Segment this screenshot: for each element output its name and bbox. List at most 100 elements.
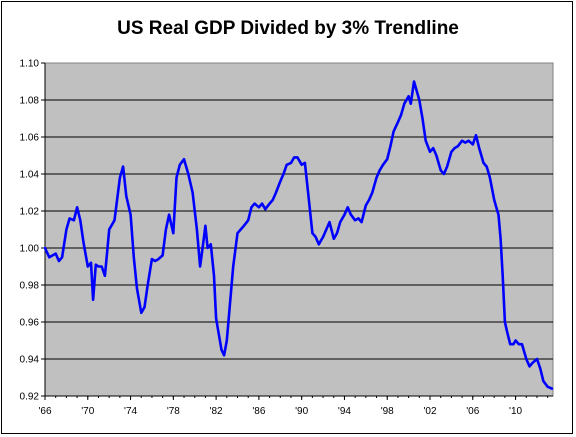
data-point — [478, 147, 481, 149]
data-point — [282, 173, 285, 175]
data-point — [183, 158, 185, 160]
tick-labels: 0.92 0.94 0.96 0.98 1.00 1.02 1.04 1.06 1.08 1.10… — [20, 59, 523, 418]
data-point — [73, 219, 75, 222]
axes — [41, 62, 553, 400]
data-point — [528, 365, 531, 368]
data-point — [168, 213, 170, 216]
data-point — [199, 265, 201, 268]
data-point — [275, 191, 277, 194]
y-tick-label: 0.94 — [20, 355, 40, 366]
data-point — [472, 143, 474, 146]
data-point — [506, 330, 508, 333]
data-point — [407, 95, 410, 98]
data-point — [482, 162, 485, 164]
data-point — [446, 165, 448, 168]
x-tick-label: '86 — [252, 406, 265, 417]
data-point — [365, 204, 367, 207]
data-point — [54, 252, 57, 255]
data-point — [536, 358, 538, 360]
x-tick-label: '06 — [466, 406, 479, 417]
data-point — [119, 176, 121, 179]
data-point — [328, 221, 331, 223]
data-point — [504, 321, 506, 323]
data-point — [514, 339, 517, 342]
data-point — [467, 139, 470, 142]
data-point — [413, 80, 415, 83]
data-point — [206, 247, 209, 249]
y-tick-label: 0.96 — [20, 318, 40, 329]
data-point — [418, 99, 421, 101]
data-point — [136, 287, 138, 290]
x-tick-label: '90 — [295, 406, 308, 417]
data-point — [461, 139, 463, 142]
data-point — [48, 256, 51, 259]
data-point — [489, 176, 491, 179]
data-point — [368, 199, 370, 201]
data-point — [518, 343, 520, 346]
data-point — [202, 241, 205, 244]
data-point — [253, 202, 256, 205]
data-point — [143, 306, 146, 309]
data-point — [509, 343, 512, 346]
data-point — [343, 213, 346, 216]
data-point — [386, 158, 389, 160]
data-point — [76, 206, 78, 209]
data-point — [333, 238, 335, 240]
data-point — [354, 219, 356, 222]
x-tick-label: '98 — [381, 406, 394, 417]
data-point — [521, 343, 523, 346]
data-point — [100, 265, 103, 268]
data-point — [525, 358, 528, 360]
data-point — [432, 147, 435, 149]
data-point — [512, 343, 515, 346]
data-point — [133, 256, 135, 259]
data-point — [108, 228, 110, 231]
data-point — [220, 349, 223, 351]
data-point — [290, 162, 292, 164]
data-point — [68, 217, 71, 220]
data-point — [450, 151, 453, 153]
data-point — [493, 199, 496, 201]
x-tick-label: '02 — [423, 406, 436, 417]
data-point — [457, 145, 459, 148]
data-point — [191, 191, 194, 194]
x-tick-label: '82 — [210, 406, 223, 417]
data-point — [82, 241, 85, 244]
data-point — [475, 134, 477, 136]
data-point — [157, 258, 160, 260]
y-tick-label: 0.92 — [20, 392, 40, 403]
data-point — [378, 169, 381, 172]
data-point — [429, 151, 431, 153]
data-point — [196, 228, 198, 231]
data-point — [223, 354, 225, 357]
y-tick-label: 1.08 — [20, 96, 40, 107]
data-point — [435, 154, 438, 157]
data-point — [92, 299, 94, 301]
data-point — [424, 139, 427, 142]
data-point — [318, 243, 320, 246]
data-point — [375, 176, 378, 179]
data-point — [146, 284, 149, 286]
data-point — [140, 312, 143, 314]
data-point — [268, 202, 271, 205]
data-point — [213, 275, 215, 277]
data-point — [485, 165, 488, 168]
data-point — [95, 263, 97, 266]
data-point — [90, 262, 92, 264]
data-point — [392, 130, 395, 133]
data-point — [296, 156, 299, 159]
data-point — [154, 260, 156, 262]
plot-area — [44, 62, 554, 397]
x-tick-label: '70 — [81, 406, 94, 417]
x-tick-label: '66 — [38, 406, 51, 417]
data-point — [403, 102, 406, 105]
data-point — [217, 330, 220, 333]
data-point — [304, 162, 306, 164]
x-tick-label: '74 — [124, 406, 137, 417]
data-point — [129, 213, 132, 216]
y-tick-label: 1.00 — [20, 244, 40, 255]
data-point — [61, 256, 63, 259]
data-point — [261, 202, 263, 205]
data-point — [311, 232, 314, 234]
data-point — [232, 265, 234, 268]
